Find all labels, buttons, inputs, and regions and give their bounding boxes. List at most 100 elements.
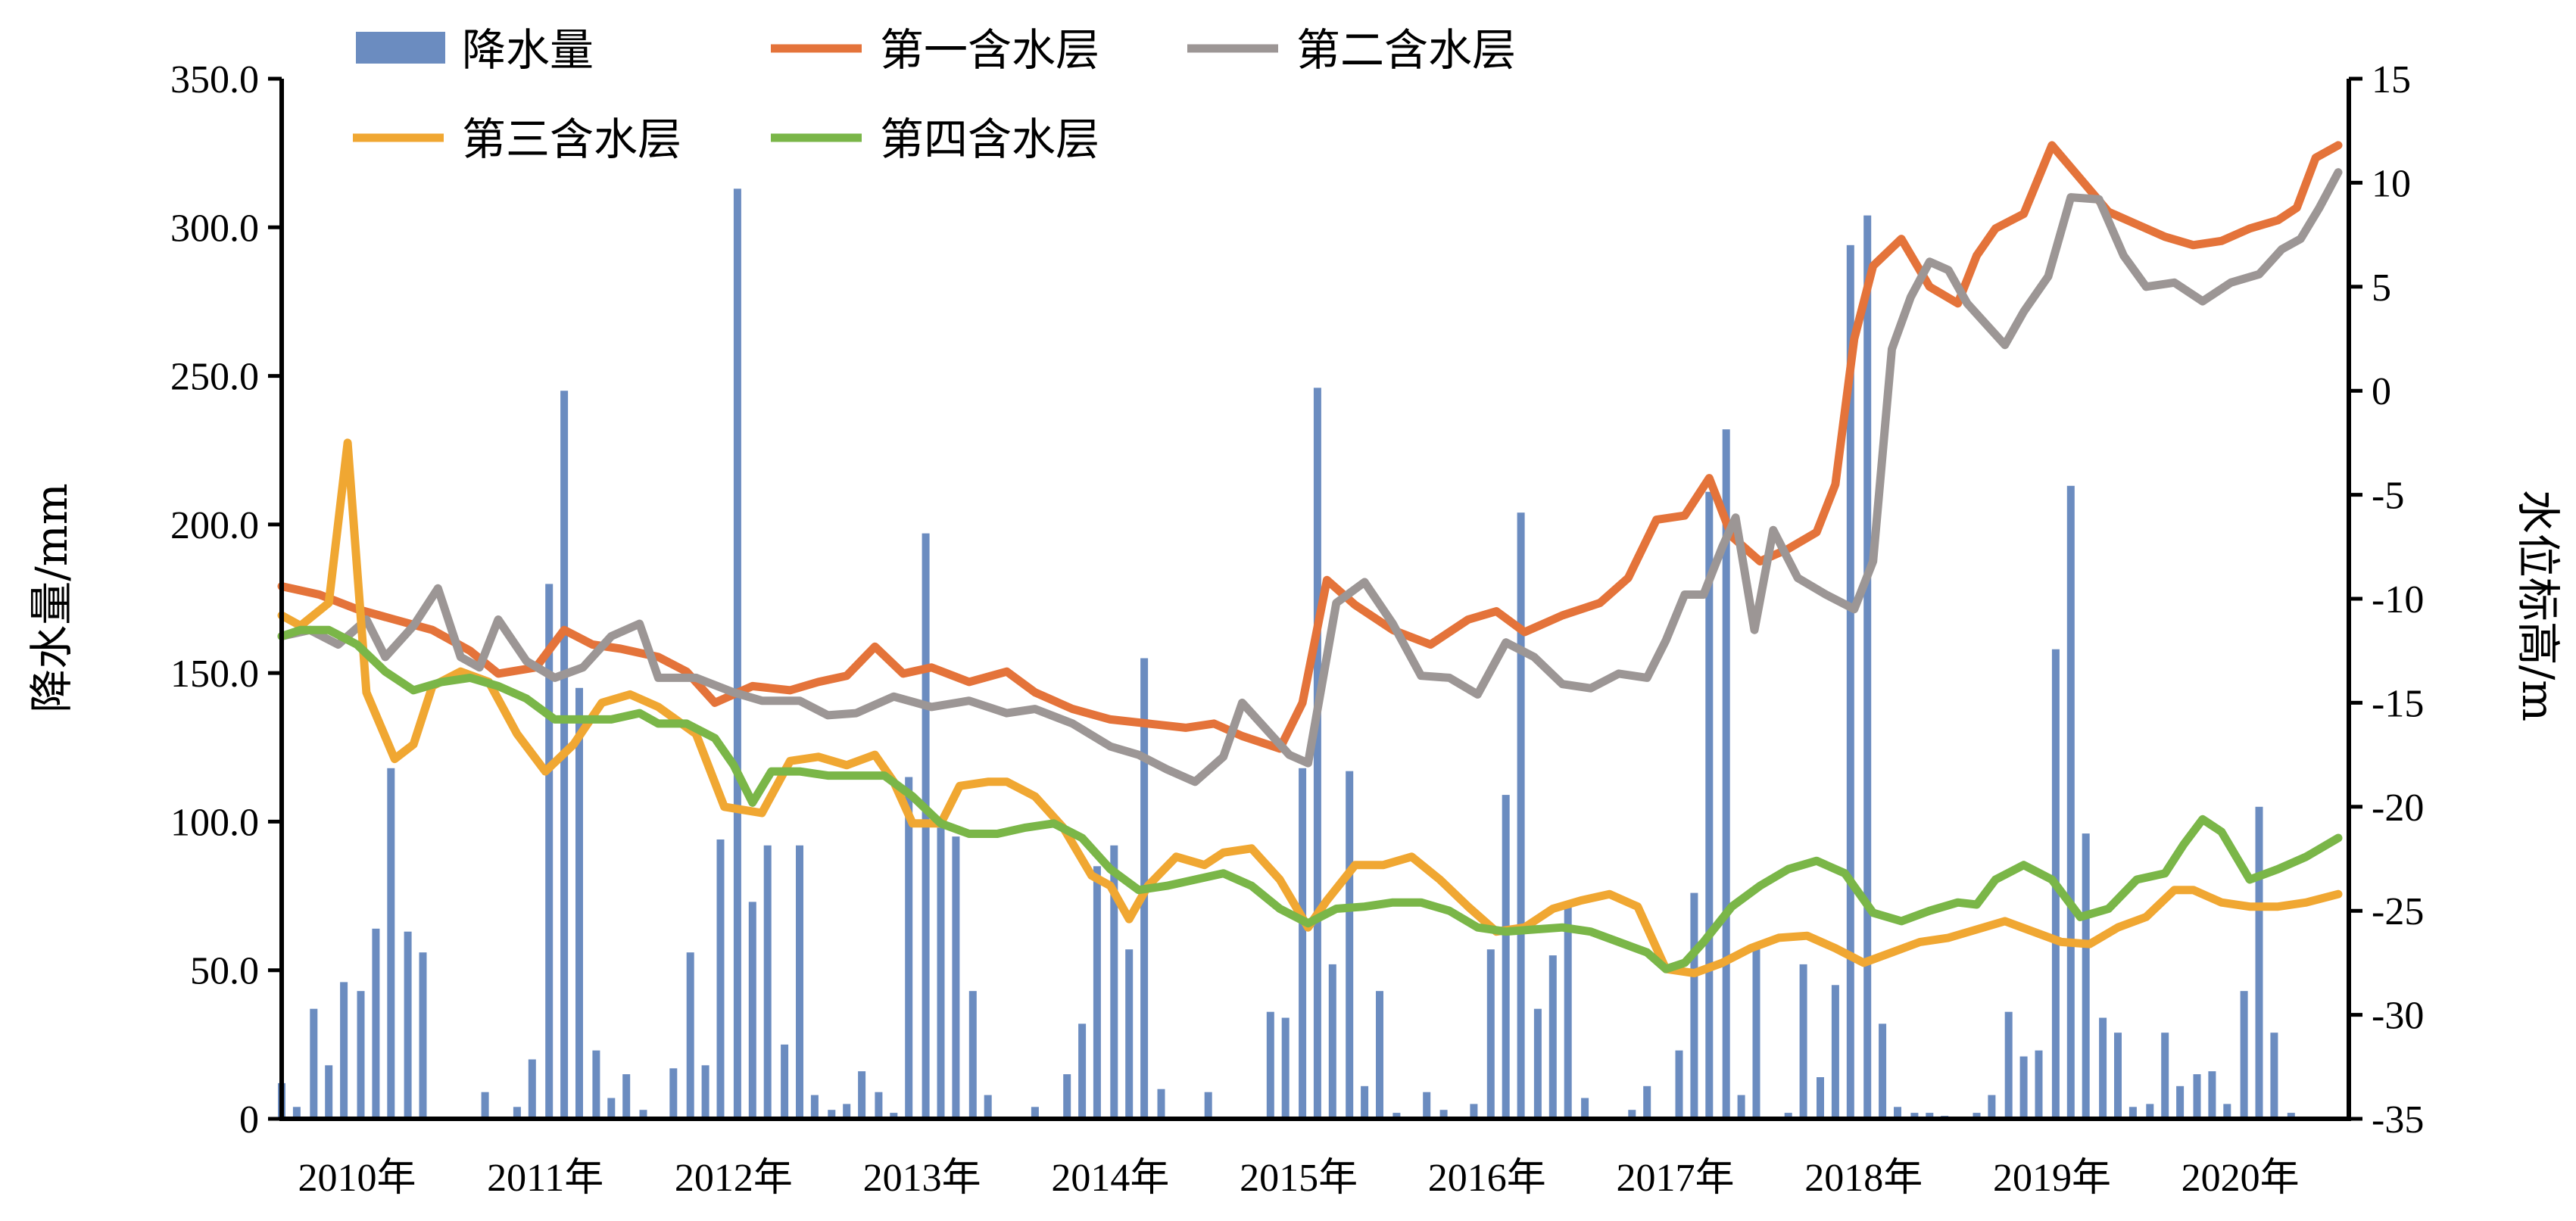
precipitation-bar xyxy=(669,1068,678,1119)
x-tick-label: 2015年 xyxy=(1240,1157,1358,1200)
precipitation-bar xyxy=(1784,1113,1792,1119)
precipitation-bar xyxy=(2019,1056,2028,1119)
precipitation-bar xyxy=(1628,1110,1636,1119)
precipitation-bar xyxy=(1031,1107,1039,1119)
precipitation-bar xyxy=(1328,964,1336,1119)
precipitation-bar xyxy=(2223,1104,2231,1119)
right-tick-label: -25 xyxy=(2372,890,2424,933)
precipitation-bar xyxy=(2099,1017,2107,1119)
right-tick-label: 15 xyxy=(2372,58,2411,101)
precipitation-bar xyxy=(325,1065,333,1119)
precipitation-bar xyxy=(875,1092,883,1119)
precipitation-bar xyxy=(2035,1050,2043,1119)
precipitation-bar xyxy=(1281,1017,1290,1119)
legend-label-series-1: 第一含水层 xyxy=(880,24,1099,76)
precipitation-bar xyxy=(292,1107,301,1119)
x-tick-label: 2012年 xyxy=(675,1157,793,1200)
precipitation-bar xyxy=(1078,1023,1087,1119)
precipitation-bar xyxy=(357,991,365,1119)
precipitation-bar xyxy=(1581,1098,1589,1119)
precipitation-bar xyxy=(828,1110,836,1119)
precipitation-bar xyxy=(513,1107,521,1119)
precipitation-bar xyxy=(2240,991,2248,1119)
legend: 降水量 第一含水层 第二含水层 第三含水层 第四含水层 xyxy=(353,24,1516,165)
precipitation-bar xyxy=(796,845,803,1119)
precipitation-bar xyxy=(701,1065,709,1119)
precipitation-bar xyxy=(843,1104,851,1119)
precipitation-bar xyxy=(1690,892,1698,1119)
left-tick-label: 200.0 xyxy=(170,504,259,547)
precipitation-bar xyxy=(1361,1086,1369,1119)
right-tick-label: -15 xyxy=(2372,682,2424,725)
precipitation-bar xyxy=(890,1113,898,1119)
precipitation-bar xyxy=(1533,1008,1542,1119)
left-tick-label: 350.0 xyxy=(170,58,259,101)
precipitation-bar xyxy=(968,991,977,1119)
precipitation-bar xyxy=(1564,905,1572,1119)
precipitation-bar xyxy=(2255,806,2263,1119)
precipitation-bar xyxy=(733,188,741,1119)
precipitation-bar xyxy=(1752,943,1760,1119)
x-tick-label: 2013年 xyxy=(863,1157,981,1200)
precipitation-bar xyxy=(2128,1107,2137,1119)
left-tick-label: 250.0 xyxy=(170,356,259,399)
precipitation-bar xyxy=(1548,955,1557,1119)
x-tick-label: 2016年 xyxy=(1428,1157,1546,1200)
precipitation-bar xyxy=(858,1071,866,1119)
precipitation-bar xyxy=(1502,795,1510,1119)
precipitation-bar xyxy=(404,931,412,1119)
precipitation-bar xyxy=(1988,1095,1996,1119)
precipitation-bar xyxy=(1910,1113,1919,1119)
precipitation-bar xyxy=(387,768,395,1119)
left-ticks: 0 50.0 100.0 150.0 200.0 250.0 300.0 350.0 xyxy=(170,58,282,1142)
x-tick-label: 2020年 xyxy=(2181,1157,2300,1200)
legend-label-series-3: 第三含水层 xyxy=(462,114,681,165)
right-tick-label: -35 xyxy=(2372,1098,2424,1142)
left-tick-label: 150.0 xyxy=(170,653,259,696)
precipitation-bar xyxy=(2176,1086,2185,1119)
precipitation-bar xyxy=(1313,388,1321,1119)
precipitation-bar xyxy=(2114,1033,2122,1119)
right-tick-label: 0 xyxy=(2372,370,2391,413)
legend-label-precipitation: 降水量 xyxy=(462,24,594,76)
precipitation-bar xyxy=(1973,1113,1981,1119)
precipitation-bar xyxy=(716,839,725,1119)
precipitation-bar xyxy=(1063,1074,1071,1119)
precipitation-bar xyxy=(1110,845,1118,1119)
precipitation-bar xyxy=(1705,491,1714,1119)
precipitation-bar xyxy=(810,1095,819,1119)
precipitation-bar xyxy=(686,952,694,1119)
x-ticks: 2010年 2011年 2012年 2013年 2014年 2015年 2016年 2017年… xyxy=(298,1157,2299,1200)
x-tick-label: 2018年 xyxy=(1804,1157,1923,1200)
precipitation-bar xyxy=(545,584,554,1119)
right-tick-label: -20 xyxy=(2372,786,2424,830)
precipitation-bar xyxy=(340,982,348,1119)
precipitation-bar xyxy=(1376,991,1383,1119)
right-tick-label: 5 xyxy=(2372,266,2391,310)
right-tick-label: -30 xyxy=(2372,995,2424,1038)
precipitation-bar xyxy=(1299,768,1307,1119)
precipitation-bar xyxy=(481,1092,489,1119)
precipitation-bar xyxy=(1093,866,1101,1119)
precipitation-bar xyxy=(1926,1113,1934,1119)
precipitation-bar xyxy=(419,952,427,1119)
left-axis-title: 降水量/mm xyxy=(26,483,77,713)
precipitation-bar xyxy=(1392,1113,1401,1119)
precipitation-bar xyxy=(1204,1092,1212,1119)
precipitation-bar xyxy=(1439,1110,1448,1119)
precipitation-bar xyxy=(1831,985,1839,1119)
precipitation-bar xyxy=(781,1044,789,1119)
series-line-2 xyxy=(277,168,2343,786)
precipitation-bar xyxy=(1643,1086,1651,1119)
precipitation-bar xyxy=(607,1098,616,1119)
precipitation-bar xyxy=(1846,245,1854,1119)
precipitation-bar xyxy=(1799,964,1807,1119)
precipitation-bar xyxy=(2193,1074,2201,1119)
x-tick-label: 2014年 xyxy=(1051,1157,1169,1200)
x-tick-label: 2019年 xyxy=(1993,1157,2111,1200)
legend-label-series-4: 第四含水层 xyxy=(880,114,1099,165)
precipitation-bar xyxy=(372,928,380,1119)
precipitation-bar xyxy=(622,1074,631,1119)
precipitation-bar xyxy=(1817,1077,1824,1119)
